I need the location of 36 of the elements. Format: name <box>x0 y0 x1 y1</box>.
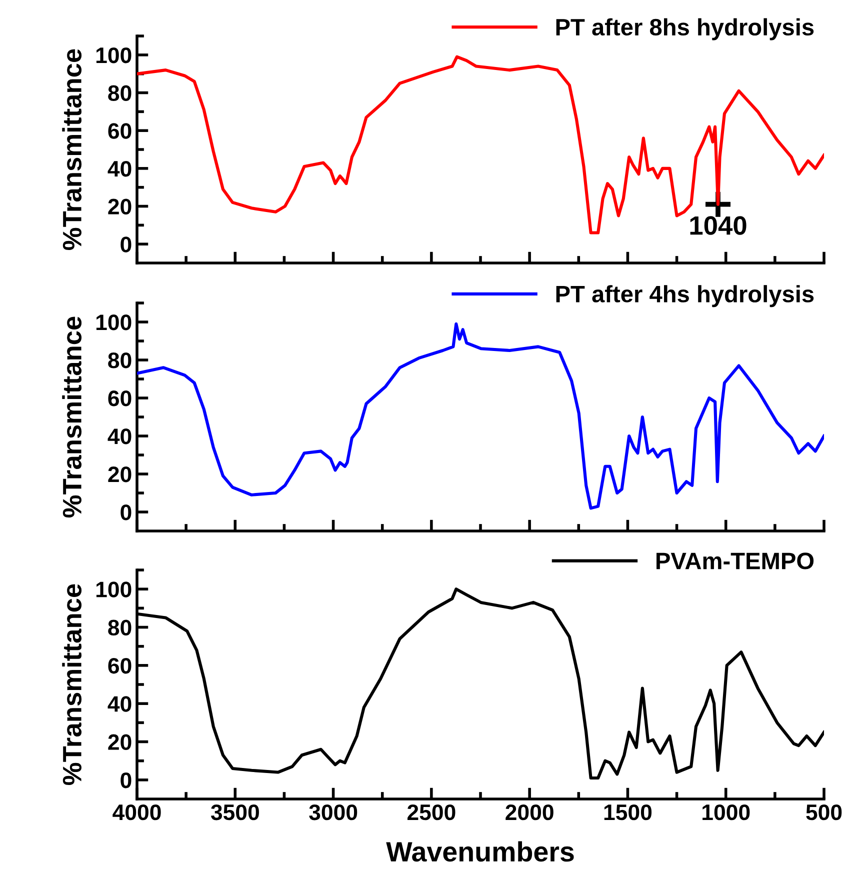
y-tick-label: 100 <box>96 314 132 330</box>
y-tick-label: 0 <box>120 236 132 252</box>
line-series <box>137 322 824 510</box>
y-tick-label: 80 <box>108 85 132 102</box>
legend-label: PT after 4hs hydrolysis <box>556 285 814 308</box>
x-tick-label: 1500 <box>604 804 652 820</box>
y-tick-label: 0 <box>120 772 132 788</box>
y-tick-label: 100 <box>96 582 132 598</box>
y-tick-label: 80 <box>108 620 132 636</box>
y-tick-label: 20 <box>108 466 132 482</box>
annotation: 1040 <box>690 216 746 235</box>
y-tick-label: 80 <box>108 352 132 368</box>
y-tick-label: 20 <box>108 198 132 215</box>
x-tick-label: 4000 <box>112 804 161 820</box>
y-tick-label: 60 <box>108 390 132 406</box>
legend-label: PT after 8hs hydrolysis <box>556 18 814 40</box>
y-tick-label: 40 <box>108 428 132 444</box>
line-series <box>137 55 824 234</box>
y-tick-label: 60 <box>108 123 132 139</box>
x-tick-label: 3000 <box>309 804 358 820</box>
legend-label: PVAm-TEMPO <box>656 552 814 570</box>
y-axis-title: %Transmittance <box>62 316 82 518</box>
x-axis-title: Wavenumbers <box>386 841 574 862</box>
x-tick-label: 1000 <box>702 804 750 820</box>
y-tick-label: 100 <box>96 47 132 64</box>
y-tick-label: 40 <box>108 696 132 712</box>
x-tick-label: 2000 <box>506 804 554 820</box>
y-tick-label: 60 <box>108 658 132 674</box>
y-tick-label: 0 <box>120 504 132 520</box>
x-tick-label: 2500 <box>407 804 456 820</box>
y-axis-title: %Transmittance <box>62 584 82 786</box>
x-tick-label: 3500 <box>210 804 259 820</box>
x-tick-label: 500 <box>806 804 842 820</box>
y-tick-label: 40 <box>108 160 132 177</box>
y-axis-title: %Transmittance <box>62 49 82 250</box>
y-tick-label: 20 <box>108 734 132 750</box>
